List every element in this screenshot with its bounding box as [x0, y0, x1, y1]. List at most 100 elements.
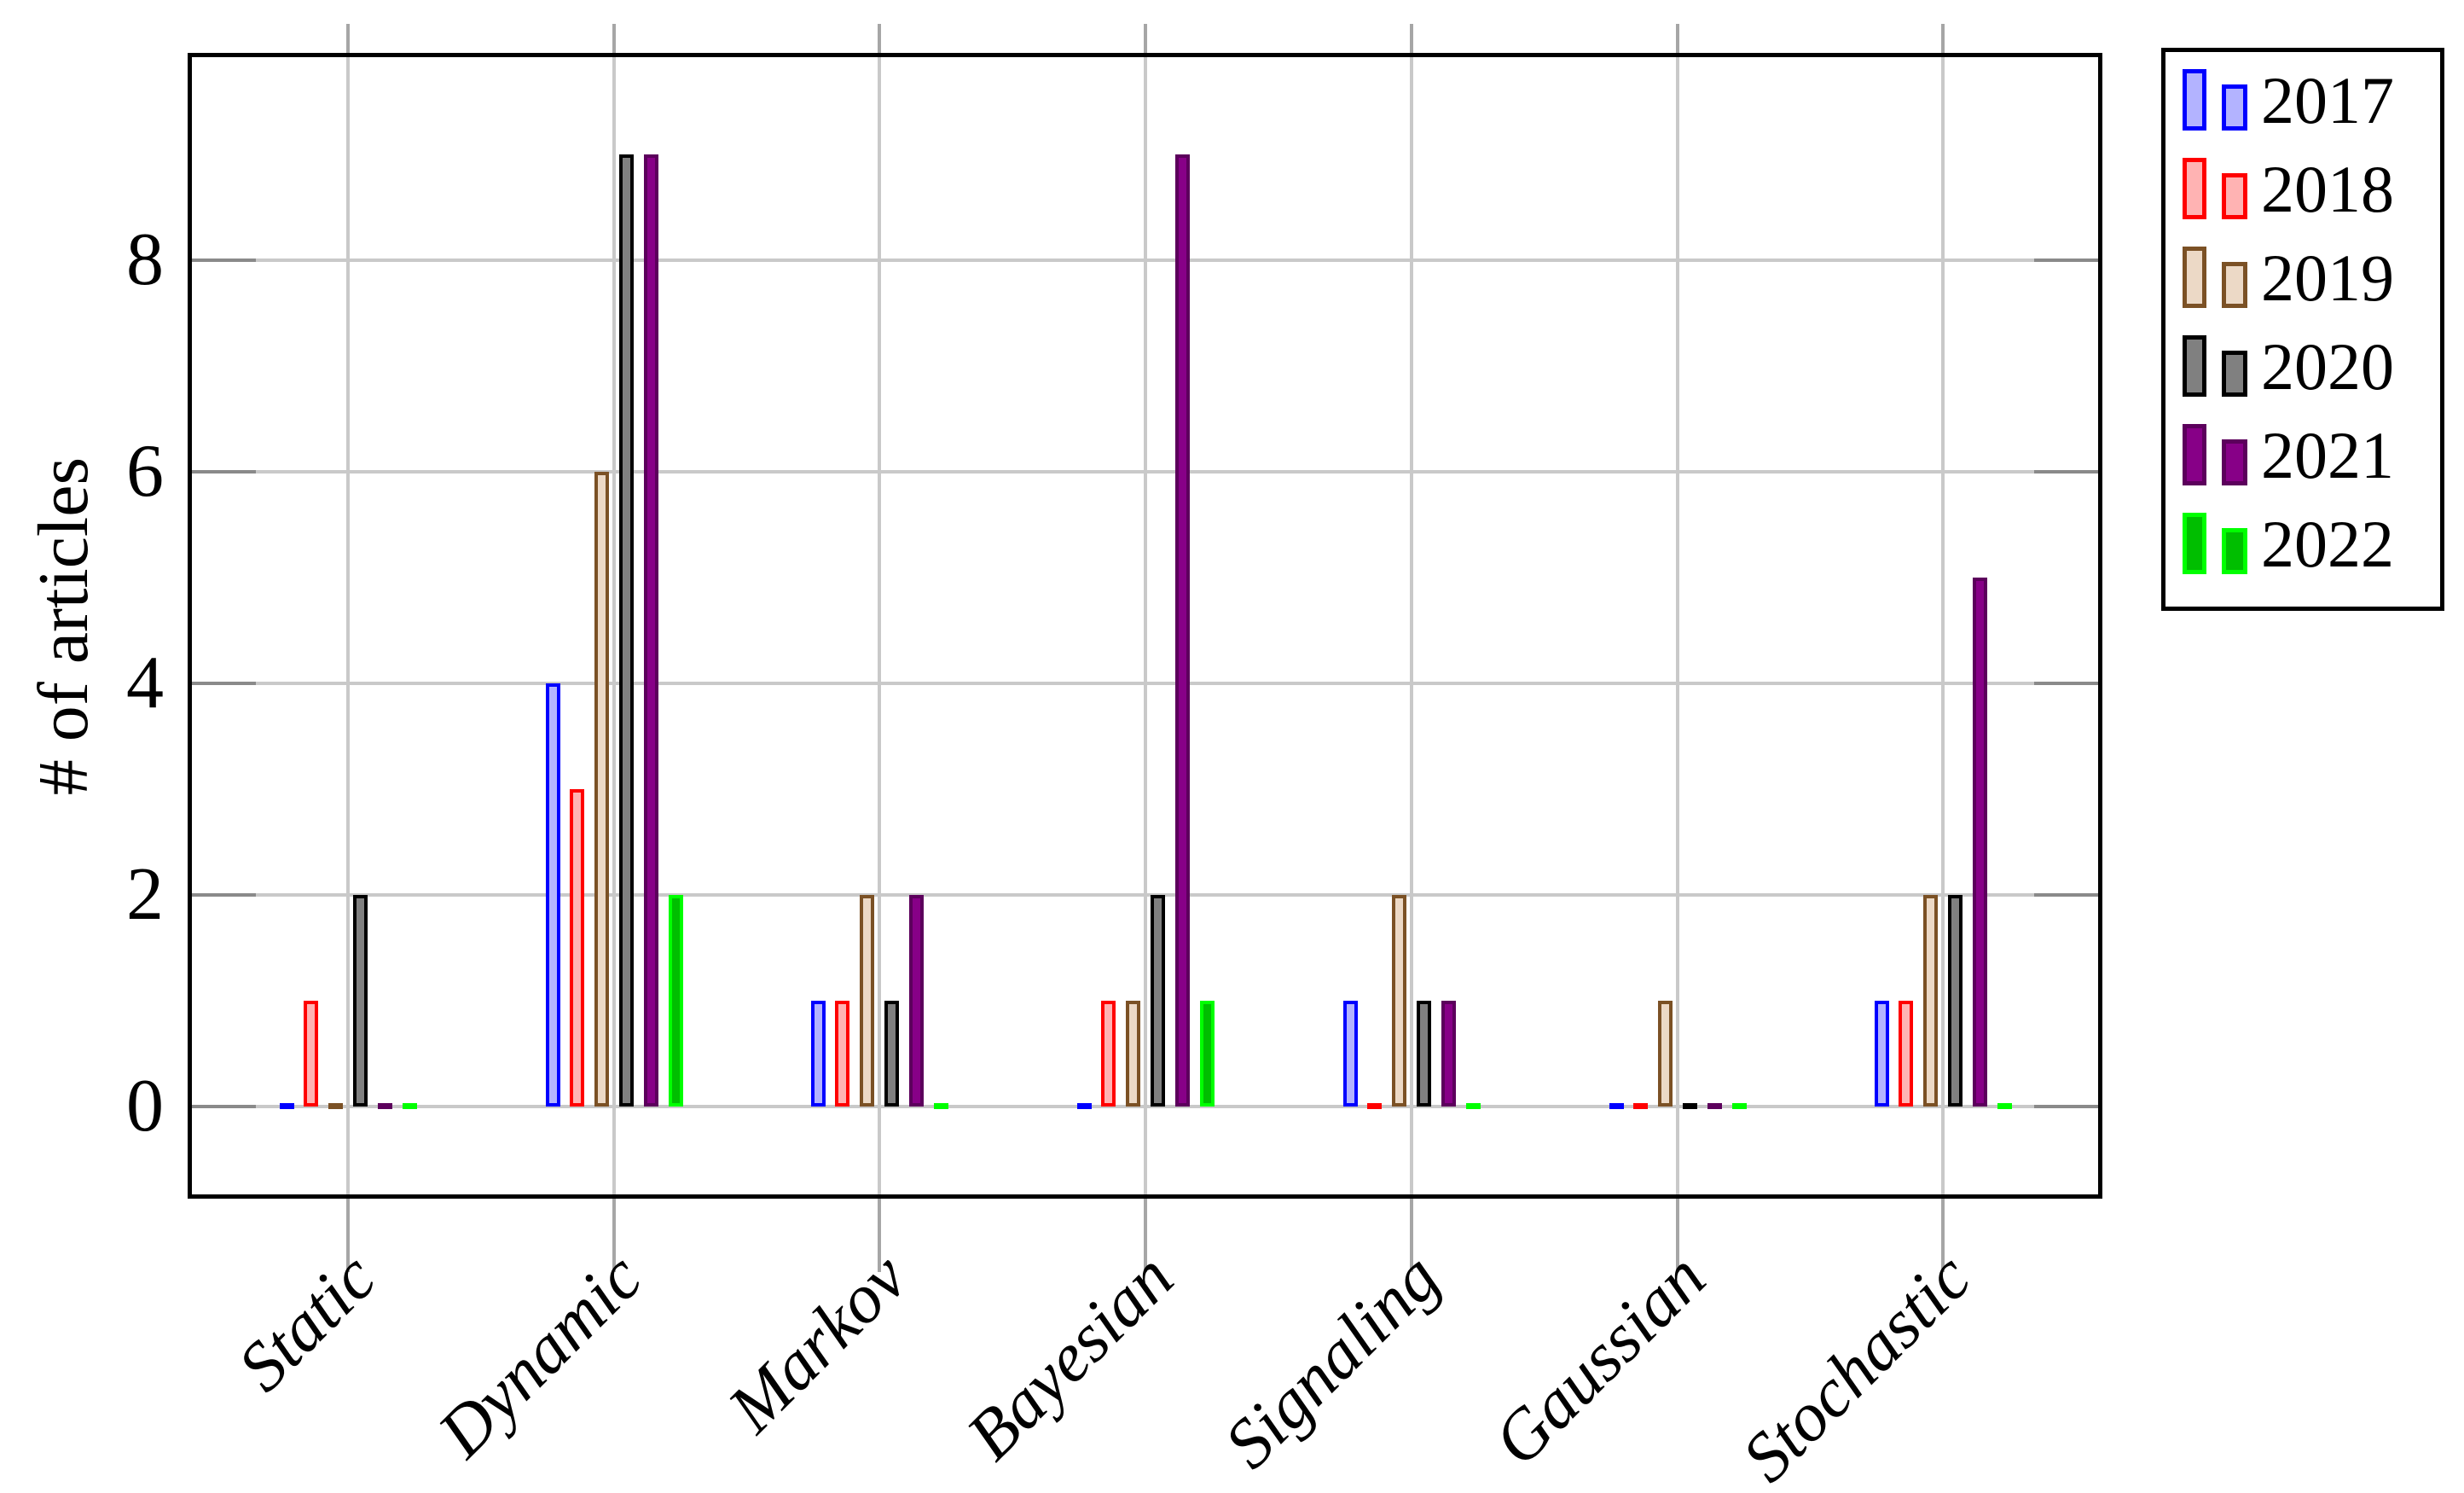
legend-label-2017: 2017 [2261, 63, 2394, 137]
bar-gaussian-2017-zero [1609, 1103, 1624, 1109]
x-tick-top-dynamic [612, 24, 616, 53]
legend-row-2020: 2020 [2165, 320, 2440, 409]
legend-swatch-small-2017 [2222, 84, 2247, 131]
bar-markov-2018 [835, 1001, 849, 1107]
bar-markov-2020 [884, 1001, 899, 1107]
y-tick-label-6: 6 [126, 430, 164, 513]
legend: 2017 2018 2019 2020 2021 2022 [2161, 48, 2444, 611]
x-tick-top-gaussian [1676, 24, 1679, 53]
bar-stochastic-2022-zero [1997, 1103, 2012, 1109]
y-tick-label-8: 8 [126, 218, 164, 301]
y-tick-label-0: 0 [126, 1065, 164, 1147]
v-gridline-markov [878, 53, 881, 1199]
legend-swatch-large-2018 [2183, 158, 2206, 219]
bar-stochastic-2017 [1875, 1001, 1889, 1107]
x-tick-bottom-static [346, 1199, 350, 1272]
bar-gaussian-2020-zero [1683, 1103, 1697, 1109]
bar-gaussian-2018-zero [1633, 1103, 1648, 1109]
bar-static-2020 [353, 895, 368, 1107]
x-tick-bottom-stochastic [1941, 1199, 1945, 1272]
bar-dynamic-2018 [570, 789, 584, 1107]
bar-static-2019-zero [328, 1103, 343, 1109]
bar-static-2022-zero [403, 1103, 417, 1109]
v-gridline-stochastic [1941, 53, 1945, 1199]
legend-swatch-large-2021 [2183, 424, 2206, 485]
bar-dynamic-2021 [644, 154, 658, 1107]
y-tick-right-2 [2034, 893, 2102, 897]
bar-signaling-2019 [1392, 895, 1406, 1107]
legend-row-2022: 2022 [2165, 497, 2440, 586]
x-tick-bottom-markov [878, 1199, 881, 1272]
x-tick-top-bayesian [1144, 24, 1147, 53]
y-tick-right-0 [2034, 1105, 2102, 1108]
x-tick-top-markov [878, 24, 881, 53]
x-label-static: Static [223, 1238, 391, 1406]
x-tick-bottom-gaussian [1676, 1199, 1679, 1272]
bar-stochastic-2020 [1948, 895, 1963, 1107]
x-tick-bottom-dynamic [612, 1199, 616, 1272]
bar-signaling-2018-zero [1367, 1103, 1382, 1109]
bar-signaling-2021 [1441, 1001, 1456, 1107]
bar-dynamic-2022 [669, 895, 683, 1107]
legend-swatch-large-2019 [2183, 247, 2206, 308]
bar-bayesian-2017-zero [1077, 1103, 1092, 1109]
v-gridline-dynamic [612, 53, 616, 1199]
y-tick-label-4: 4 [126, 642, 164, 724]
y-tick-label-2: 2 [126, 853, 164, 936]
bar-bayesian-2021 [1175, 154, 1190, 1107]
legend-swatch-small-2020 [2222, 351, 2247, 397]
legend-label-2019: 2019 [2261, 241, 2394, 315]
y-tick-left-0 [188, 1105, 256, 1108]
bar-gaussian-2022-zero [1732, 1103, 1747, 1109]
bar-stochastic-2018 [1899, 1001, 1913, 1107]
bar-bayesian-2018 [1101, 1001, 1116, 1107]
legend-swatch-small-2022 [2222, 528, 2247, 574]
bar-static-2021-zero [378, 1103, 392, 1109]
v-gridline-signaling [1410, 53, 1413, 1199]
legend-swatch-large-2017 [2183, 69, 2206, 131]
legend-label-2020: 2020 [2261, 329, 2394, 404]
legend-row-2017: 2017 [2165, 54, 2440, 142]
x-tick-bottom-signaling [1410, 1199, 1413, 1272]
bar-markov-2021 [909, 895, 924, 1107]
y-tick-left-8 [188, 259, 256, 262]
bar-markov-2017 [811, 1001, 826, 1107]
y-tick-right-6 [2034, 470, 2102, 473]
bar-signaling-2017 [1343, 1001, 1358, 1107]
bar-dynamic-2020 [619, 154, 634, 1107]
bar-gaussian-2021-zero [1707, 1103, 1722, 1109]
bar-bayesian-2020 [1151, 895, 1165, 1107]
bar-bayesian-2019 [1126, 1001, 1140, 1107]
bar-signaling-2022-zero [1466, 1103, 1481, 1109]
x-tick-top-stochastic [1941, 24, 1945, 53]
bar-bayesian-2022 [1200, 1001, 1215, 1107]
bar-stochastic-2019 [1923, 895, 1938, 1107]
legend-row-2019: 2019 [2165, 231, 2440, 320]
bar-dynamic-2017 [546, 683, 560, 1107]
legend-swatch-small-2021 [2222, 439, 2247, 485]
y-tick-right-4 [2034, 682, 2102, 685]
bar-static-2017-zero [280, 1103, 294, 1109]
legend-swatch-large-2020 [2183, 335, 2206, 397]
v-gridline-bayesian [1144, 53, 1147, 1199]
v-gridline-gaussian [1676, 53, 1679, 1199]
x-tick-top-signaling [1410, 24, 1413, 53]
y-tick-left-6 [188, 470, 256, 473]
legend-label-2018: 2018 [2261, 152, 2394, 226]
x-tick-bottom-bayesian [1144, 1199, 1147, 1272]
bar-markov-2019 [860, 895, 874, 1107]
x-tick-top-static [346, 24, 350, 53]
legend-row-2018: 2018 [2165, 142, 2440, 231]
legend-swatch-small-2019 [2222, 262, 2247, 308]
legend-row-2021: 2021 [2165, 409, 2440, 497]
legend-swatch-large-2022 [2183, 513, 2206, 574]
y-tick-left-2 [188, 893, 256, 897]
legend-label-2021: 2021 [2261, 418, 2394, 492]
bar-markov-2022-zero [934, 1103, 948, 1109]
bar-stochastic-2021 [1973, 578, 1987, 1107]
bar-static-2018 [304, 1001, 318, 1107]
v-gridline-static [346, 53, 350, 1199]
bar-gaussian-2019 [1658, 1001, 1673, 1107]
y-tick-left-4 [188, 682, 256, 685]
